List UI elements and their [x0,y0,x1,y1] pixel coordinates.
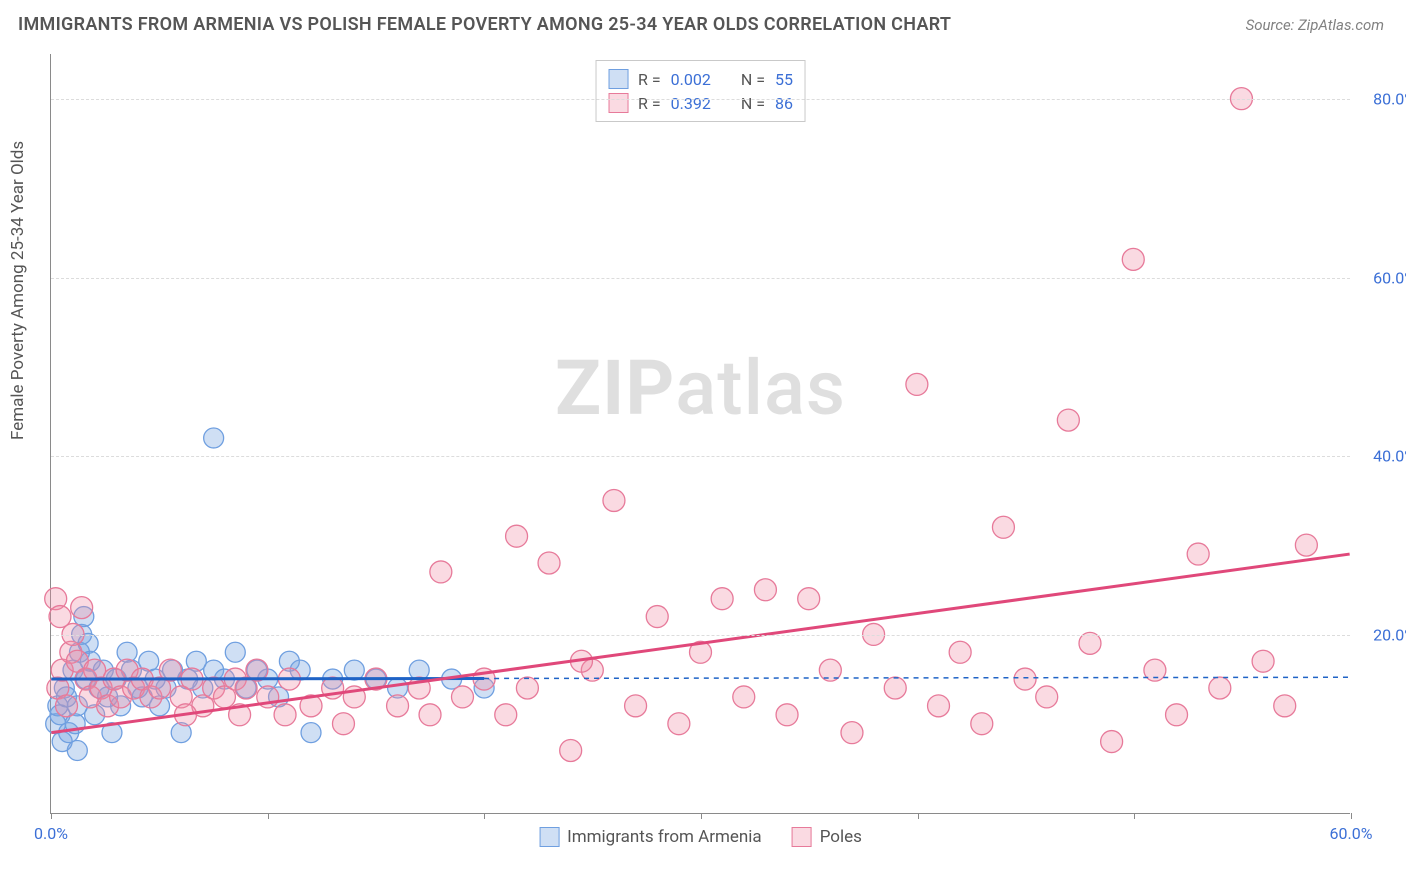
source-attribution: Source: ZipAtlas.com [1246,16,1384,34]
scatter-point-poles [1274,695,1296,717]
scatter-point-poles [495,704,517,726]
x-tick-label: 0.0% [34,824,68,843]
scatter-point-poles [506,525,528,547]
scatter-point-poles [646,606,668,628]
x-tick-mark [701,813,702,819]
scatter-point-armenia [67,741,87,761]
gridline [51,278,1350,279]
scatter-point-poles [754,579,776,601]
series-legend-item-armenia: Immigrants from Armenia [539,827,762,847]
scatter-point-poles [906,373,928,395]
scatter-point-poles [603,489,625,511]
scatter-point-poles [1166,704,1188,726]
series-legend: Immigrants from Armenia Poles [539,827,862,847]
scatter-point-poles [971,713,993,735]
scatter-point-poles [625,695,647,717]
x-tick-mark [1351,813,1352,819]
x-tick-mark [918,813,919,819]
scatter-point-poles [1252,650,1274,672]
scatter-point-poles [1187,543,1209,565]
scatter-point-poles [71,597,93,619]
series-legend-item-poles: Poles [792,827,862,847]
scatter-point-poles [419,704,441,726]
scatter-point-poles [49,606,71,628]
plot-area: ZIPatlas R =0.002N =55R =0.392N =86 Immi… [50,54,1350,814]
y-tick-label: 80.0% [1373,89,1406,108]
scatter-point-poles [1014,668,1036,690]
scatter-point-poles [1036,686,1058,708]
scatter-point-poles [430,561,452,583]
legend-swatch-armenia [539,827,559,847]
scatter-point-poles [668,713,690,735]
y-tick-label: 20.0% [1373,626,1406,645]
scatter-point-armenia [344,660,364,680]
y-tick-label: 60.0% [1373,268,1406,287]
scatter-point-poles [1122,248,1144,270]
source-prefix: Source: [1246,16,1298,34]
scatter-point-poles [992,516,1014,538]
scatter-point-poles [798,588,820,610]
gridline [51,99,1350,100]
x-tick-label: 60.0% [1330,824,1373,843]
scatter-point-poles [56,695,78,717]
scatter-point-poles [516,677,538,699]
x-tick-mark [268,813,269,819]
scatter-point-armenia [301,723,321,743]
trend-line-poles [51,554,1349,733]
y-axis-label: Female Poverty Among 25-34 Year Olds [8,141,28,440]
scatter-point-armenia [204,428,224,448]
scatter-point-poles [1295,534,1317,556]
x-tick-mark [484,813,485,819]
scatter-point-poles [451,686,473,708]
legend-swatch-poles [792,827,812,847]
scatter-plot-svg [51,54,1350,813]
scatter-point-poles [1209,677,1231,699]
x-tick-mark [51,813,52,819]
y-tick-label: 40.0% [1373,447,1406,466]
series-label-poles: Poles [820,827,862,847]
scatter-point-poles [538,552,560,574]
scatter-point-poles [711,588,733,610]
scatter-point-poles [776,704,798,726]
series-label-armenia: Immigrants from Armenia [567,827,762,847]
scatter-point-armenia [225,642,245,662]
scatter-point-poles [949,641,971,663]
gridline [51,635,1350,636]
scatter-point-poles [387,695,409,717]
scatter-point-poles [841,722,863,744]
scatter-point-poles [560,740,582,762]
scatter-point-poles [274,704,296,726]
x-tick-mark [1134,813,1135,819]
scatter-point-poles [733,686,755,708]
scatter-point-poles [884,677,906,699]
trend-line-armenia [51,678,484,679]
gridline [51,456,1350,457]
source-name: ZipAtlas.com [1298,16,1384,34]
scatter-point-poles [928,695,950,717]
scatter-point-poles [332,713,354,735]
chart-title: IMMIGRANTS FROM ARMENIA VS POLISH FEMALE… [18,14,951,35]
scatter-point-poles [1057,409,1079,431]
scatter-point-poles [1101,731,1123,753]
